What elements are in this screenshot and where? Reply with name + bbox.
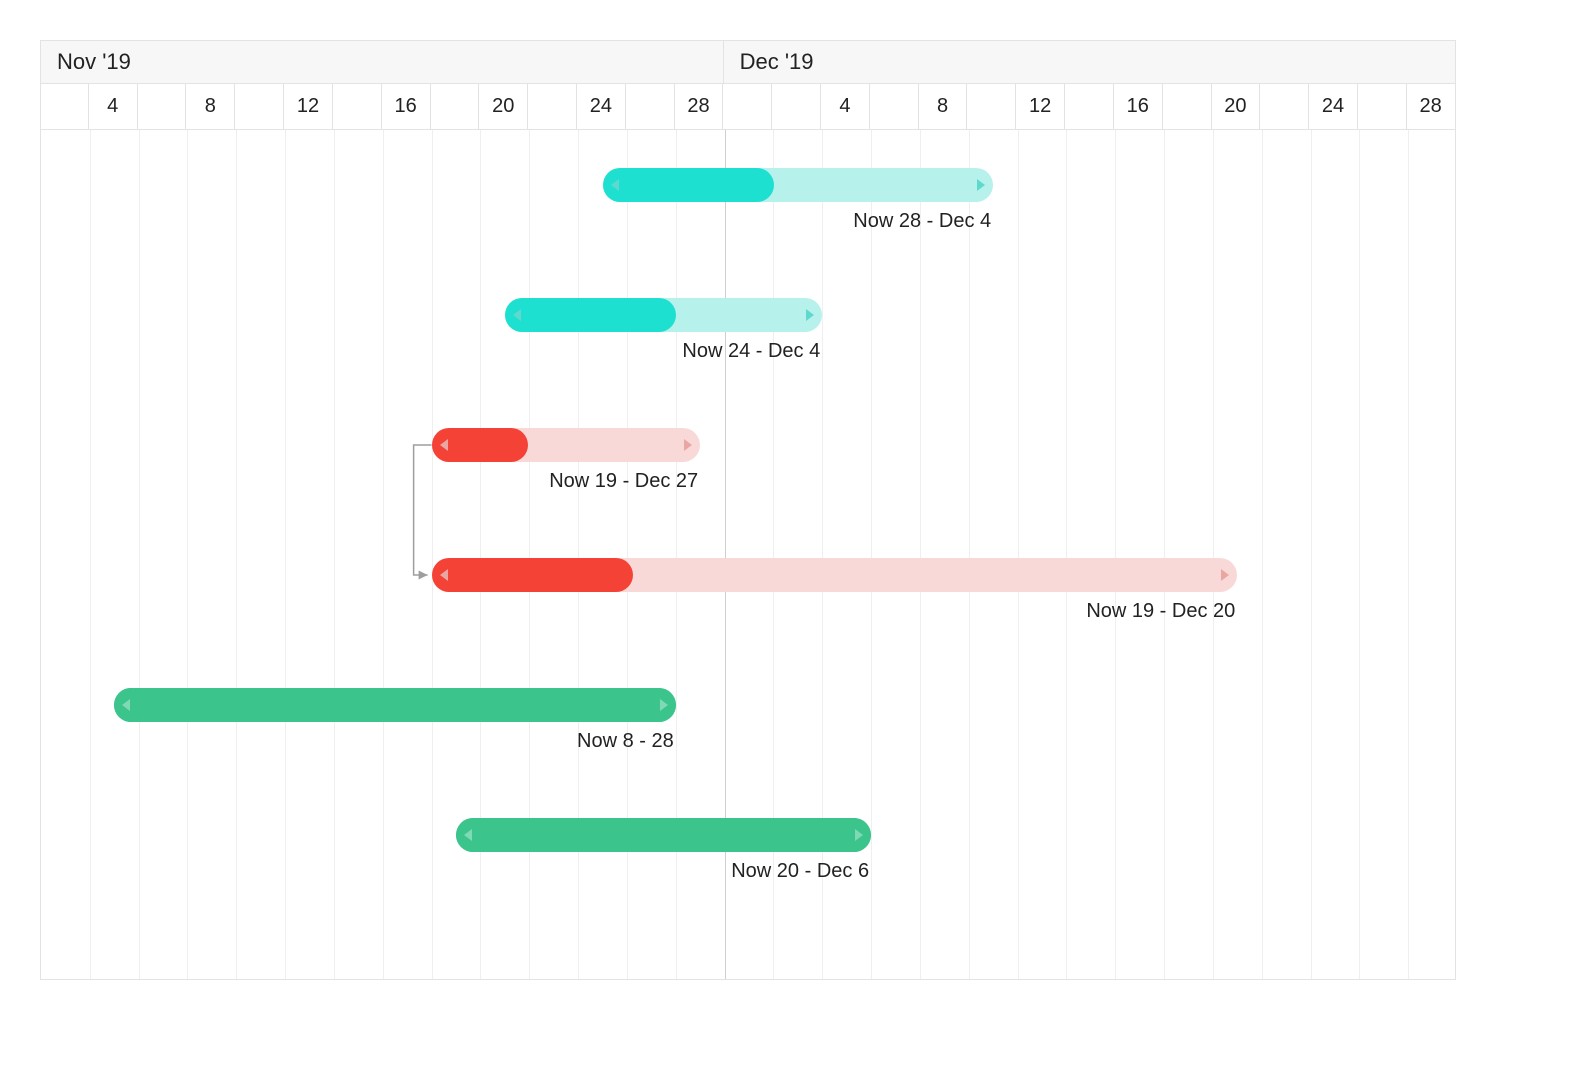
day-tick-label: 4: [89, 84, 138, 130]
gantt-bar-progress: [456, 818, 871, 852]
chevron-right-icon[interactable]: [1221, 569, 1229, 581]
day-tick-label: 28: [675, 84, 724, 130]
gantt-bar-progress: [432, 558, 633, 592]
day-header-cell: [723, 84, 772, 130]
gantt-grid-body: Now 28 - Dec 4 Now 24 - Dec 4 Now 19 - Dec…: [40, 130, 1456, 980]
day-tick-label: 16: [382, 84, 431, 130]
day-tick-label: 4: [821, 84, 870, 130]
chevron-right-icon[interactable]: [855, 829, 863, 841]
chevron-left-icon[interactable]: [440, 569, 448, 581]
gantt-lane: Now 20 - Dec 6: [41, 780, 1455, 910]
gantt-bar-label: Now 8 - 28: [577, 730, 674, 753]
day-tick-label: 8: [919, 84, 968, 130]
chevron-right-icon[interactable]: [660, 699, 668, 711]
day-header-cell: [1358, 84, 1407, 130]
gantt-bar-progress: [603, 168, 775, 202]
gantt-bar-label: Now 19 - Dec 27: [549, 470, 698, 493]
day-tick-label: 28: [1407, 84, 1456, 130]
chevron-right-icon[interactable]: [684, 439, 692, 451]
day-tick-label: 24: [1309, 84, 1358, 130]
header-months-row: Nov '19Dec '19: [40, 40, 1456, 84]
day-header-cell: [40, 84, 89, 130]
day-header-cell: [528, 84, 577, 130]
day-tick-label: 20: [1212, 84, 1261, 130]
gantt-bar[interactable]: [603, 168, 994, 202]
gantt-bar-label: Now 20 - Dec 6: [731, 860, 869, 883]
gantt-lane: Now 19 - Dec 20: [41, 520, 1455, 650]
chevron-right-icon[interactable]: [977, 179, 985, 191]
day-header-cell: [235, 84, 284, 130]
gantt-bar-label: Now 24 - Dec 4: [682, 340, 820, 363]
day-header-cell: [772, 84, 821, 130]
day-tick-label: 24: [577, 84, 626, 130]
gantt-bar-progress: [505, 298, 676, 332]
gantt-lane: Now 24 - Dec 4: [41, 260, 1455, 390]
chevron-left-icon[interactable]: [611, 179, 619, 191]
day-header-cell: [1260, 84, 1309, 130]
chevron-left-icon[interactable]: [464, 829, 472, 841]
day-tick-label: 12: [1016, 84, 1065, 130]
day-header-cell: [138, 84, 187, 130]
month-header-1: Dec '19: [724, 40, 1456, 84]
day-tick-label: 16: [1114, 84, 1163, 130]
gantt-bar-label: Now 28 - Dec 4: [853, 210, 991, 233]
gantt-lane: Now 8 - 28: [41, 650, 1455, 780]
chevron-left-icon[interactable]: [122, 699, 130, 711]
gantt-bar-label: Now 19 - Dec 20: [1086, 600, 1235, 623]
gantt-bar[interactable]: [456, 818, 871, 852]
chevron-left-icon[interactable]: [440, 439, 448, 451]
day-tick-label: 8: [186, 84, 235, 130]
day-header-cell: [870, 84, 919, 130]
gantt-bar[interactable]: [432, 558, 1238, 592]
gantt-bar-progress: [114, 688, 676, 722]
gantt-bar[interactable]: [505, 298, 822, 332]
day-header-cell: [333, 84, 382, 130]
gantt-bar[interactable]: [432, 428, 701, 462]
month-header-0: Nov '19: [40, 40, 724, 84]
chevron-left-icon[interactable]: [513, 309, 521, 321]
day-tick-label: 12: [284, 84, 333, 130]
day-header-cell: [1163, 84, 1212, 130]
day-tick-label: 20: [479, 84, 528, 130]
day-header-cell: [1065, 84, 1114, 130]
day-header-cell: [431, 84, 480, 130]
day-header-cell: [967, 84, 1016, 130]
gantt-lane: Now 28 - Dec 4: [41, 130, 1455, 260]
gantt-chart: Nov '19Dec '19 481216202428481216202428 …: [40, 40, 1456, 980]
gantt-lane: Now 19 - Dec 27: [41, 390, 1455, 520]
header-days-row: 4 8 12 16 20 24 28 4 8 12 16 20 24 28: [40, 84, 1456, 130]
day-header-cell: [626, 84, 675, 130]
chevron-right-icon[interactable]: [806, 309, 814, 321]
gantt-bar[interactable]: [114, 688, 676, 722]
